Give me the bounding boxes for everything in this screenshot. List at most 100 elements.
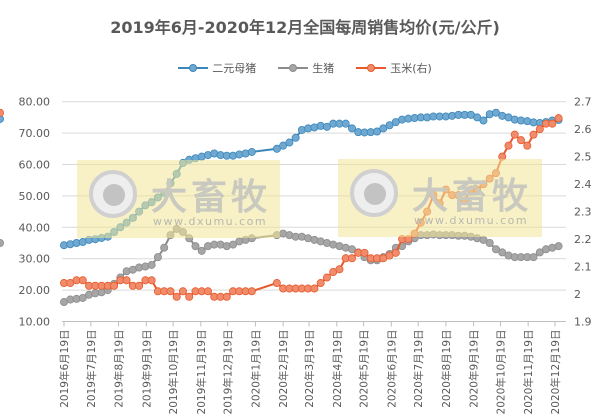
left-axis-tick-label: 50.00 <box>19 190 51 203</box>
legend-marker-hog <box>278 64 309 72</box>
data-point <box>529 130 538 139</box>
data-point <box>78 293 87 302</box>
legend-label-sow: 二元母猪 <box>212 62 257 75</box>
data-point <box>229 240 238 249</box>
data-point <box>135 281 144 290</box>
data-point <box>310 284 319 293</box>
data-point <box>473 113 482 122</box>
data-point <box>285 138 294 147</box>
x-axis-tick-label: 2019年8月19日 <box>113 330 126 408</box>
data-point <box>166 287 175 296</box>
data-point <box>491 108 500 117</box>
x-axis-tick-label: 2019年6月19日 <box>58 330 71 408</box>
data-point <box>322 122 331 131</box>
data-point <box>0 108 4 117</box>
x-axis-tick-label: 2020年2月19日 <box>277 330 290 408</box>
x-axis-tick-label: 2020年1月19日 <box>249 330 262 408</box>
data-point <box>191 242 200 251</box>
left-axis-tick-label: 70.00 <box>19 127 51 140</box>
right-axis-tick-label: 2.1 <box>574 261 592 274</box>
data-point <box>247 287 256 296</box>
data-point <box>185 292 194 301</box>
data-point <box>322 273 331 282</box>
x-axis-tick-label: 2019年12月19日 <box>222 330 235 415</box>
data-point <box>347 254 356 263</box>
right-axis-tick-label: 2.4 <box>574 178 592 191</box>
legend-label-hog: 生猪 <box>312 62 335 75</box>
data-point <box>279 141 288 150</box>
data-point <box>360 248 369 257</box>
x-axis-tick-label: 2020年3月19日 <box>303 330 316 408</box>
right-axis-tick-label: 2.3 <box>574 206 592 219</box>
x-axis-tick-label: 2020年9月19日 <box>468 330 481 408</box>
data-point <box>479 116 488 125</box>
legend-item-corn: 玉米(右) <box>356 60 432 76</box>
data-point <box>335 265 344 274</box>
data-point <box>498 248 507 257</box>
data-point <box>222 292 231 301</box>
data-point <box>347 124 356 133</box>
data-point <box>0 114 4 123</box>
data-point <box>203 287 212 296</box>
data-point <box>0 239 4 247</box>
data-point <box>385 121 394 130</box>
x-axis-tick-label: 2019年9月19日 <box>140 330 153 408</box>
x-axis-tick-label: 2020年8月19日 <box>440 330 453 408</box>
legend: 二元母猪 生猪 玉米(右) <box>0 60 610 76</box>
x-axis-tick-label: 2020年6月19日 <box>385 330 398 408</box>
legend-label-corn: 玉米(右) <box>390 62 432 75</box>
watermark-right: 大畜牧 www.dxumu.com <box>338 159 542 237</box>
data-point <box>510 130 519 139</box>
x-axis-tick-label: 2020年7月19日 <box>412 330 425 408</box>
data-point <box>197 246 206 255</box>
x-axis-tick-label: 2020年5月19日 <box>358 330 371 408</box>
watermark-left: 大畜牧 www.dxumu.com <box>77 160 280 238</box>
chart-title: 2019年6月-2020年12月全国每周销售均价(元/公斤) <box>110 18 500 37</box>
data-point <box>247 147 256 156</box>
watermark-url: www.dxumu.com <box>153 215 268 228</box>
watermark-brand: 大畜牧 <box>412 176 533 217</box>
data-point <box>178 287 187 296</box>
right-axis-tick-label: 2.2 <box>574 233 592 246</box>
left-axis-tick-label: 20.00 <box>19 284 51 297</box>
data-point <box>316 279 325 288</box>
left-axis-tick-label: 80.00 <box>19 96 51 109</box>
x-axis-tick-label: 2019年10月19日 <box>167 330 180 415</box>
left-axis-tick-label: 60.00 <box>19 159 51 172</box>
data-point <box>391 248 400 257</box>
data-point <box>110 281 119 290</box>
data-point <box>122 276 131 285</box>
legend-item-sow: 二元母猪 <box>178 60 256 76</box>
data-point <box>485 238 494 247</box>
data-point <box>291 133 300 142</box>
watermark-url: www.dxumu.com <box>414 214 529 227</box>
data-point <box>341 119 350 128</box>
data-point <box>272 144 281 153</box>
data-point <box>147 276 156 285</box>
left-axis-tick-label: 30.00 <box>19 253 51 266</box>
data-point <box>554 242 563 251</box>
right-axis-tick-label: 2.7 <box>574 96 592 109</box>
data-point <box>504 141 513 150</box>
data-point <box>172 292 181 301</box>
data-point <box>535 248 544 257</box>
legend-marker-sow <box>178 64 209 72</box>
data-point <box>529 253 538 262</box>
data-point <box>373 127 382 136</box>
left-axis-tick-label: 40.00 <box>19 221 51 234</box>
x-axis-tick-label: 2019年7月19日 <box>85 330 98 408</box>
right-axis-tick-label: 1.9 <box>574 316 592 329</box>
data-point <box>347 245 356 254</box>
watermark-logo-icon <box>89 170 137 218</box>
data-point <box>272 279 281 288</box>
x-axis-tick-label: 2020年4月19日 <box>331 330 344 408</box>
watermark-logo-icon <box>350 169 398 217</box>
right-axis-tick-label: 2.6 <box>574 123 592 136</box>
data-point <box>153 253 162 262</box>
data-point <box>379 124 388 133</box>
right-axis-tick-label: 2.5 <box>574 151 592 164</box>
x-axis-tick-label: 2020年11月19日 <box>522 330 535 415</box>
watermark-brand: 大畜牧 <box>151 177 272 218</box>
data-point <box>548 119 557 128</box>
